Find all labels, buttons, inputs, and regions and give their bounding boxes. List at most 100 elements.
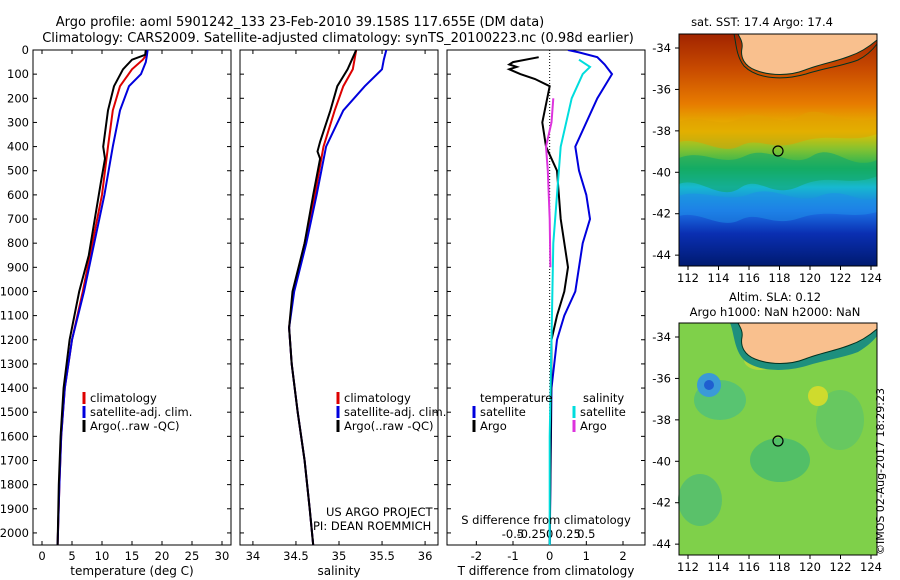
- sla-blob: [678, 474, 722, 526]
- series-line-satellite: [548, 58, 592, 545]
- sla-blob: [750, 438, 810, 482]
- temperature-panel: 0100200300400500600700800900100011001200…: [0, 43, 232, 578]
- sla-eddy-core: [704, 380, 714, 390]
- lat-tick-label: -40: [652, 165, 671, 179]
- timestamp-label: ©IMOS 02-Aug-2017 18:29:23: [874, 388, 887, 555]
- x-tick-label: 34: [246, 549, 261, 563]
- temperature-legend: climatology satellite-adj. clim. Argo(..…: [82, 391, 192, 433]
- lat-tick-label: -44: [652, 248, 671, 262]
- lon-tick-label: 112: [677, 560, 699, 574]
- lat-tick-label: -40: [652, 454, 671, 468]
- depth-tick-label: 1100: [0, 309, 29, 323]
- sst-front-green: [679, 152, 877, 193]
- lat-tick-label: -36: [652, 82, 671, 96]
- series-line-climatology: [288, 50, 358, 545]
- sst-map-title: sat. SST: 17.4 Argo: 17.4: [691, 15, 833, 29]
- sla-map-frame: [678, 322, 878, 556]
- depth-tick-label: 1200: [0, 333, 29, 347]
- depth-tick-label: 1800: [0, 478, 29, 492]
- difference-depth-ticks: [447, 49, 645, 534]
- depth-tick-label: 300: [7, 115, 29, 129]
- x-tick-label: 1: [583, 549, 590, 563]
- series-line-satelliteadjclim: [56, 50, 149, 545]
- legend-s-argo: Argo: [580, 419, 607, 433]
- lon-tick-label: 118: [769, 560, 791, 574]
- depth-tick-label: 1500: [0, 405, 29, 419]
- t-difference-tick-labels: -2 -1 0 1 2: [471, 541, 627, 563]
- x-tick-label: 30: [215, 549, 230, 563]
- x-tick-label: -2: [471, 549, 482, 563]
- depth-tick-label: 700: [7, 212, 29, 226]
- s-diff-tick-label: -0.25: [516, 527, 546, 541]
- lat-tick-label: -42: [652, 207, 671, 221]
- legend-argo: Argo(..raw -QC): [90, 419, 180, 433]
- x-tick-label: 0: [546, 549, 553, 563]
- depth-tick-label: 800: [7, 236, 29, 250]
- salinity-tick-labels: 34 34.5 35 35.5 36: [246, 50, 432, 563]
- lon-tick-label: 112: [677, 271, 699, 285]
- depth-tick-label: 200: [7, 91, 29, 105]
- series-line-argorawqc: [56, 50, 147, 545]
- lat-tick-label: -38: [652, 124, 671, 138]
- temperature-axes-frame: [32, 49, 232, 546]
- sst-front-blue: [679, 191, 877, 223]
- depth-tick-label: 900: [7, 260, 29, 274]
- lon-tick-label: 120: [799, 271, 821, 285]
- salinity-series: [288, 50, 388, 545]
- lon-tick-label: 114: [708, 271, 730, 285]
- depth-tick-label: 500: [7, 164, 29, 178]
- depth-tick-labels: 0 100 200 300 400 500 600 700 800 900 1000 1100 1200…: [0, 43, 231, 540]
- x-tick-label: 5: [68, 549, 75, 563]
- series-line-argo: [544, 98, 555, 268]
- legend-t-satellite: satellite: [480, 405, 526, 419]
- sla-lon-ticks: 112 114 116 118 120 122 124: [677, 555, 882, 574]
- difference-panel: -2 -1 0 1 2 -0.5-0.2500.250.5 S difference f…: [446, 49, 646, 578]
- series-line-argorawqc: [288, 50, 358, 545]
- lon-tick-label: 116: [738, 271, 760, 285]
- sst-lat-ticks: -34 -36 -38 -40 -42 -44: [652, 41, 679, 262]
- difference-legend: temperature salinity satellite Argo sate…: [472, 391, 626, 433]
- lon-tick-label: 118: [769, 271, 791, 285]
- sla-map-title1: Altim. SLA: 0.12: [729, 290, 821, 304]
- sst-map: sat. SST: 17.4 Argo: 17.4 -34 -36 -38 -40 -4…: [652, 15, 882, 285]
- project-note-line1: US ARGO PROJECT: [326, 505, 434, 519]
- depth-tick-label: 400: [7, 140, 29, 154]
- salinity-axes-frame: [239, 49, 439, 546]
- legend-title-salinity: salinity: [583, 391, 624, 405]
- lon-tick-label: 122: [830, 271, 852, 285]
- depth-tick-label: 1400: [0, 381, 29, 395]
- series-line-satelliteadjclim: [288, 50, 388, 545]
- x-tick-label: 2: [619, 549, 626, 563]
- argo-location-marker: [772, 435, 784, 447]
- lat-tick-label: -36: [652, 371, 671, 385]
- lon-tick-label: 124: [860, 560, 882, 574]
- depth-tick-label: 0: [22, 43, 29, 57]
- lat-tick-label: -44: [652, 537, 671, 551]
- series-line-climatology: [56, 50, 149, 545]
- x-tick-label: 10: [95, 549, 110, 563]
- lat-tick-label: -34: [652, 41, 671, 55]
- x-tick-label: 35.5: [369, 549, 395, 563]
- s-diff-tick-label: -0.5: [502, 527, 524, 541]
- difference-axes-frame: [446, 49, 646, 546]
- sla-blob: [816, 390, 864, 450]
- depth-tick-label: 600: [7, 188, 29, 202]
- sla-map: Altim. SLA: 0.12 Argo h1000: NaN h2000: …: [652, 290, 882, 574]
- legend-climatology: climatology: [344, 391, 411, 405]
- sla-blob: [808, 386, 828, 406]
- legend-satellite: satellite-adj. clim.: [90, 405, 192, 419]
- salinity-depth-ticks: [240, 49, 438, 534]
- s-diff-tick-label: 0.5: [577, 527, 595, 541]
- lat-tick-label: -34: [652, 330, 671, 344]
- legend-t-argo: Argo: [480, 419, 507, 433]
- s-difference-label: S difference from climatology: [461, 513, 631, 527]
- legend-argo: Argo(..raw -QC): [344, 419, 434, 433]
- header-line2: Climatology: CARS2009. Satellite-adjuste…: [42, 31, 634, 46]
- australia-coast: [737, 322, 878, 364]
- t-difference-xlabel: T difference from climatology: [457, 564, 635, 578]
- depth-tick-label: 2000: [0, 526, 29, 540]
- sst-lon-ticks: 112 114 116 118 120 122 124: [677, 266, 882, 285]
- x-tick-label: -1: [507, 549, 518, 563]
- sst-map-frame: [678, 33, 878, 267]
